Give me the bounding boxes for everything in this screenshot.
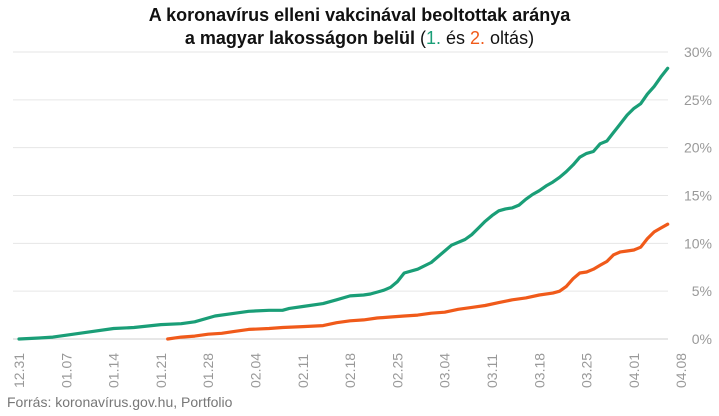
- x-tick-label: 02.04: [248, 353, 264, 388]
- x-tick-label: 01.14: [106, 353, 122, 388]
- x-tick-label: 02.18: [342, 353, 358, 388]
- y-axis-ticks: 0% 5% 10% 15% 20% 25% 30%: [684, 44, 712, 347]
- y-tick-label: 30%: [684, 44, 712, 60]
- x-tick-label: 03.04: [437, 353, 453, 388]
- grid-lines: [13, 51, 668, 340]
- series-line-first-dose: [17, 66, 670, 341]
- y-tick-label: 20%: [684, 140, 712, 156]
- x-tick-label: 12.31: [11, 353, 27, 388]
- x-tick-label: 04.01: [626, 353, 642, 388]
- x-tick-label: 01.28: [200, 353, 216, 388]
- x-tick-label: 03.11: [484, 354, 500, 388]
- x-axis-ticks: 12.31 01.07 01.14 01.21 01.28 02.04 02.11 02.18…: [11, 353, 689, 388]
- y-tick-label: 5%: [692, 283, 712, 299]
- title-line-2: a magyar lakosságon belül (1. és 2. oltá…: [0, 27, 719, 50]
- y-tick-label: 0%: [692, 331, 712, 347]
- source-note: Forrás: koronavírus.gov.hu, Portfolio: [7, 394, 233, 410]
- x-tick-label: 04.08: [673, 353, 689, 388]
- legend-first-dose: 1.: [426, 28, 442, 48]
- y-tick-label: 15%: [684, 188, 712, 204]
- title-and: és: [441, 28, 471, 48]
- series-line-second-dose: [166, 222, 670, 341]
- title-tail: oltás): [485, 28, 535, 48]
- x-tick-label: 03.18: [531, 353, 547, 388]
- y-tick-label: 25%: [684, 92, 712, 108]
- x-tick-label: 01.07: [58, 353, 74, 388]
- series-lines: [17, 66, 670, 341]
- x-tick-label: 02.25: [389, 353, 405, 388]
- y-tick-label: 10%: [684, 235, 712, 251]
- x-tick-label: 01.21: [153, 353, 169, 388]
- legend-second-dose: 2.: [470, 28, 486, 48]
- x-tick-label: 02.11: [295, 354, 311, 388]
- x-tick-label: 03.25: [579, 353, 595, 388]
- title-line-2-main: a magyar lakosságon belül: [184, 28, 415, 48]
- title-line-1: A koronavírus elleni vakcinával beoltott…: [148, 5, 571, 25]
- title-paren-open: (: [415, 28, 426, 48]
- chart-title: A koronavírus elleni vakcinával beoltott…: [0, 4, 719, 50]
